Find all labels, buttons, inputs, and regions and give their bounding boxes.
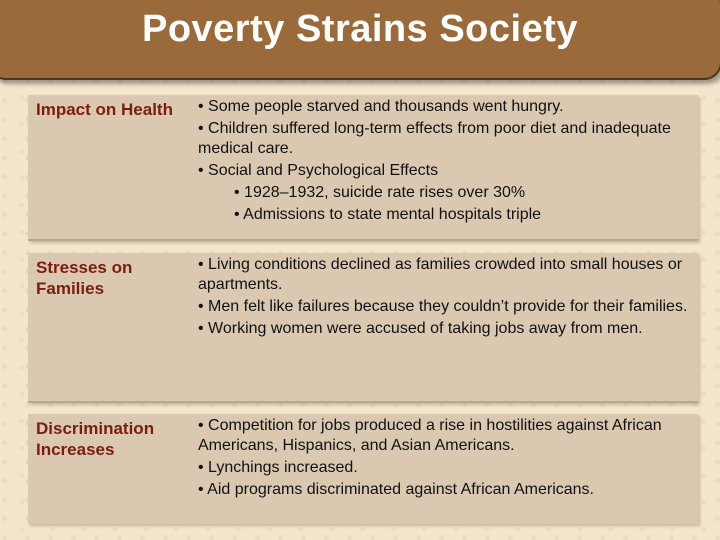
bullet: • Living conditions declined as families… [198, 256, 683, 293]
row-content: • Living conditions declined as families… [198, 255, 693, 341]
bullet: • Competition for jobs produced a rise i… [198, 417, 662, 454]
table-row-stresses-on-families: Stresses on Families • Living conditions… [28, 253, 698, 403]
row-content: • Some people starved and thousands went… [198, 97, 693, 227]
slide-title: Poverty Strains Society [141, 8, 578, 50]
row-heading: Stresses on Families [36, 258, 133, 298]
table-row-impact-on-health: Impact on Health • Some people starved a… [28, 95, 698, 241]
row-content: • Competition for jobs produced a rise i… [198, 416, 693, 502]
bullet: • Working women were accused of taking j… [198, 320, 643, 337]
bullet: • Some people starved and thousands went… [198, 98, 564, 115]
bullet: • Lynchings increased. [198, 459, 358, 476]
bullet: • Men felt like failures because they co… [198, 298, 688, 315]
sub-bullet: • Admissions to state mental hospitals t… [234, 206, 542, 223]
title-banner [0, 0, 720, 80]
table-row-discrimination-increases: Discrimination Increases • Competition f… [28, 414, 698, 524]
bullet: • Aid programs discriminated against Afr… [198, 481, 594, 498]
sub-bullet: • 1928–1932, suicide rate rises over 30% [234, 184, 526, 201]
bullet: • Social and Psychological Effects [198, 162, 439, 179]
row-heading: Discrimination Increases [36, 419, 155, 459]
bullet: • Children suffered long-term effects fr… [198, 120, 671, 157]
row-heading: Impact on Health [36, 100, 173, 119]
